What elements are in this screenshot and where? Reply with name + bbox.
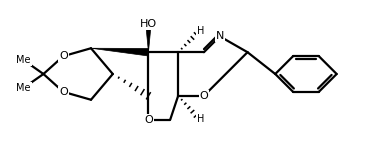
Text: Me: Me (16, 83, 31, 93)
Text: H: H (197, 114, 205, 124)
Text: O: O (144, 115, 153, 125)
Polygon shape (146, 26, 151, 52)
Text: H: H (197, 26, 205, 36)
Text: Me: Me (16, 55, 31, 65)
Text: O: O (200, 91, 208, 101)
Text: N: N (216, 31, 224, 41)
Text: HO: HO (140, 20, 157, 29)
Text: O: O (59, 87, 68, 97)
Text: O: O (59, 51, 68, 61)
Polygon shape (91, 48, 149, 56)
